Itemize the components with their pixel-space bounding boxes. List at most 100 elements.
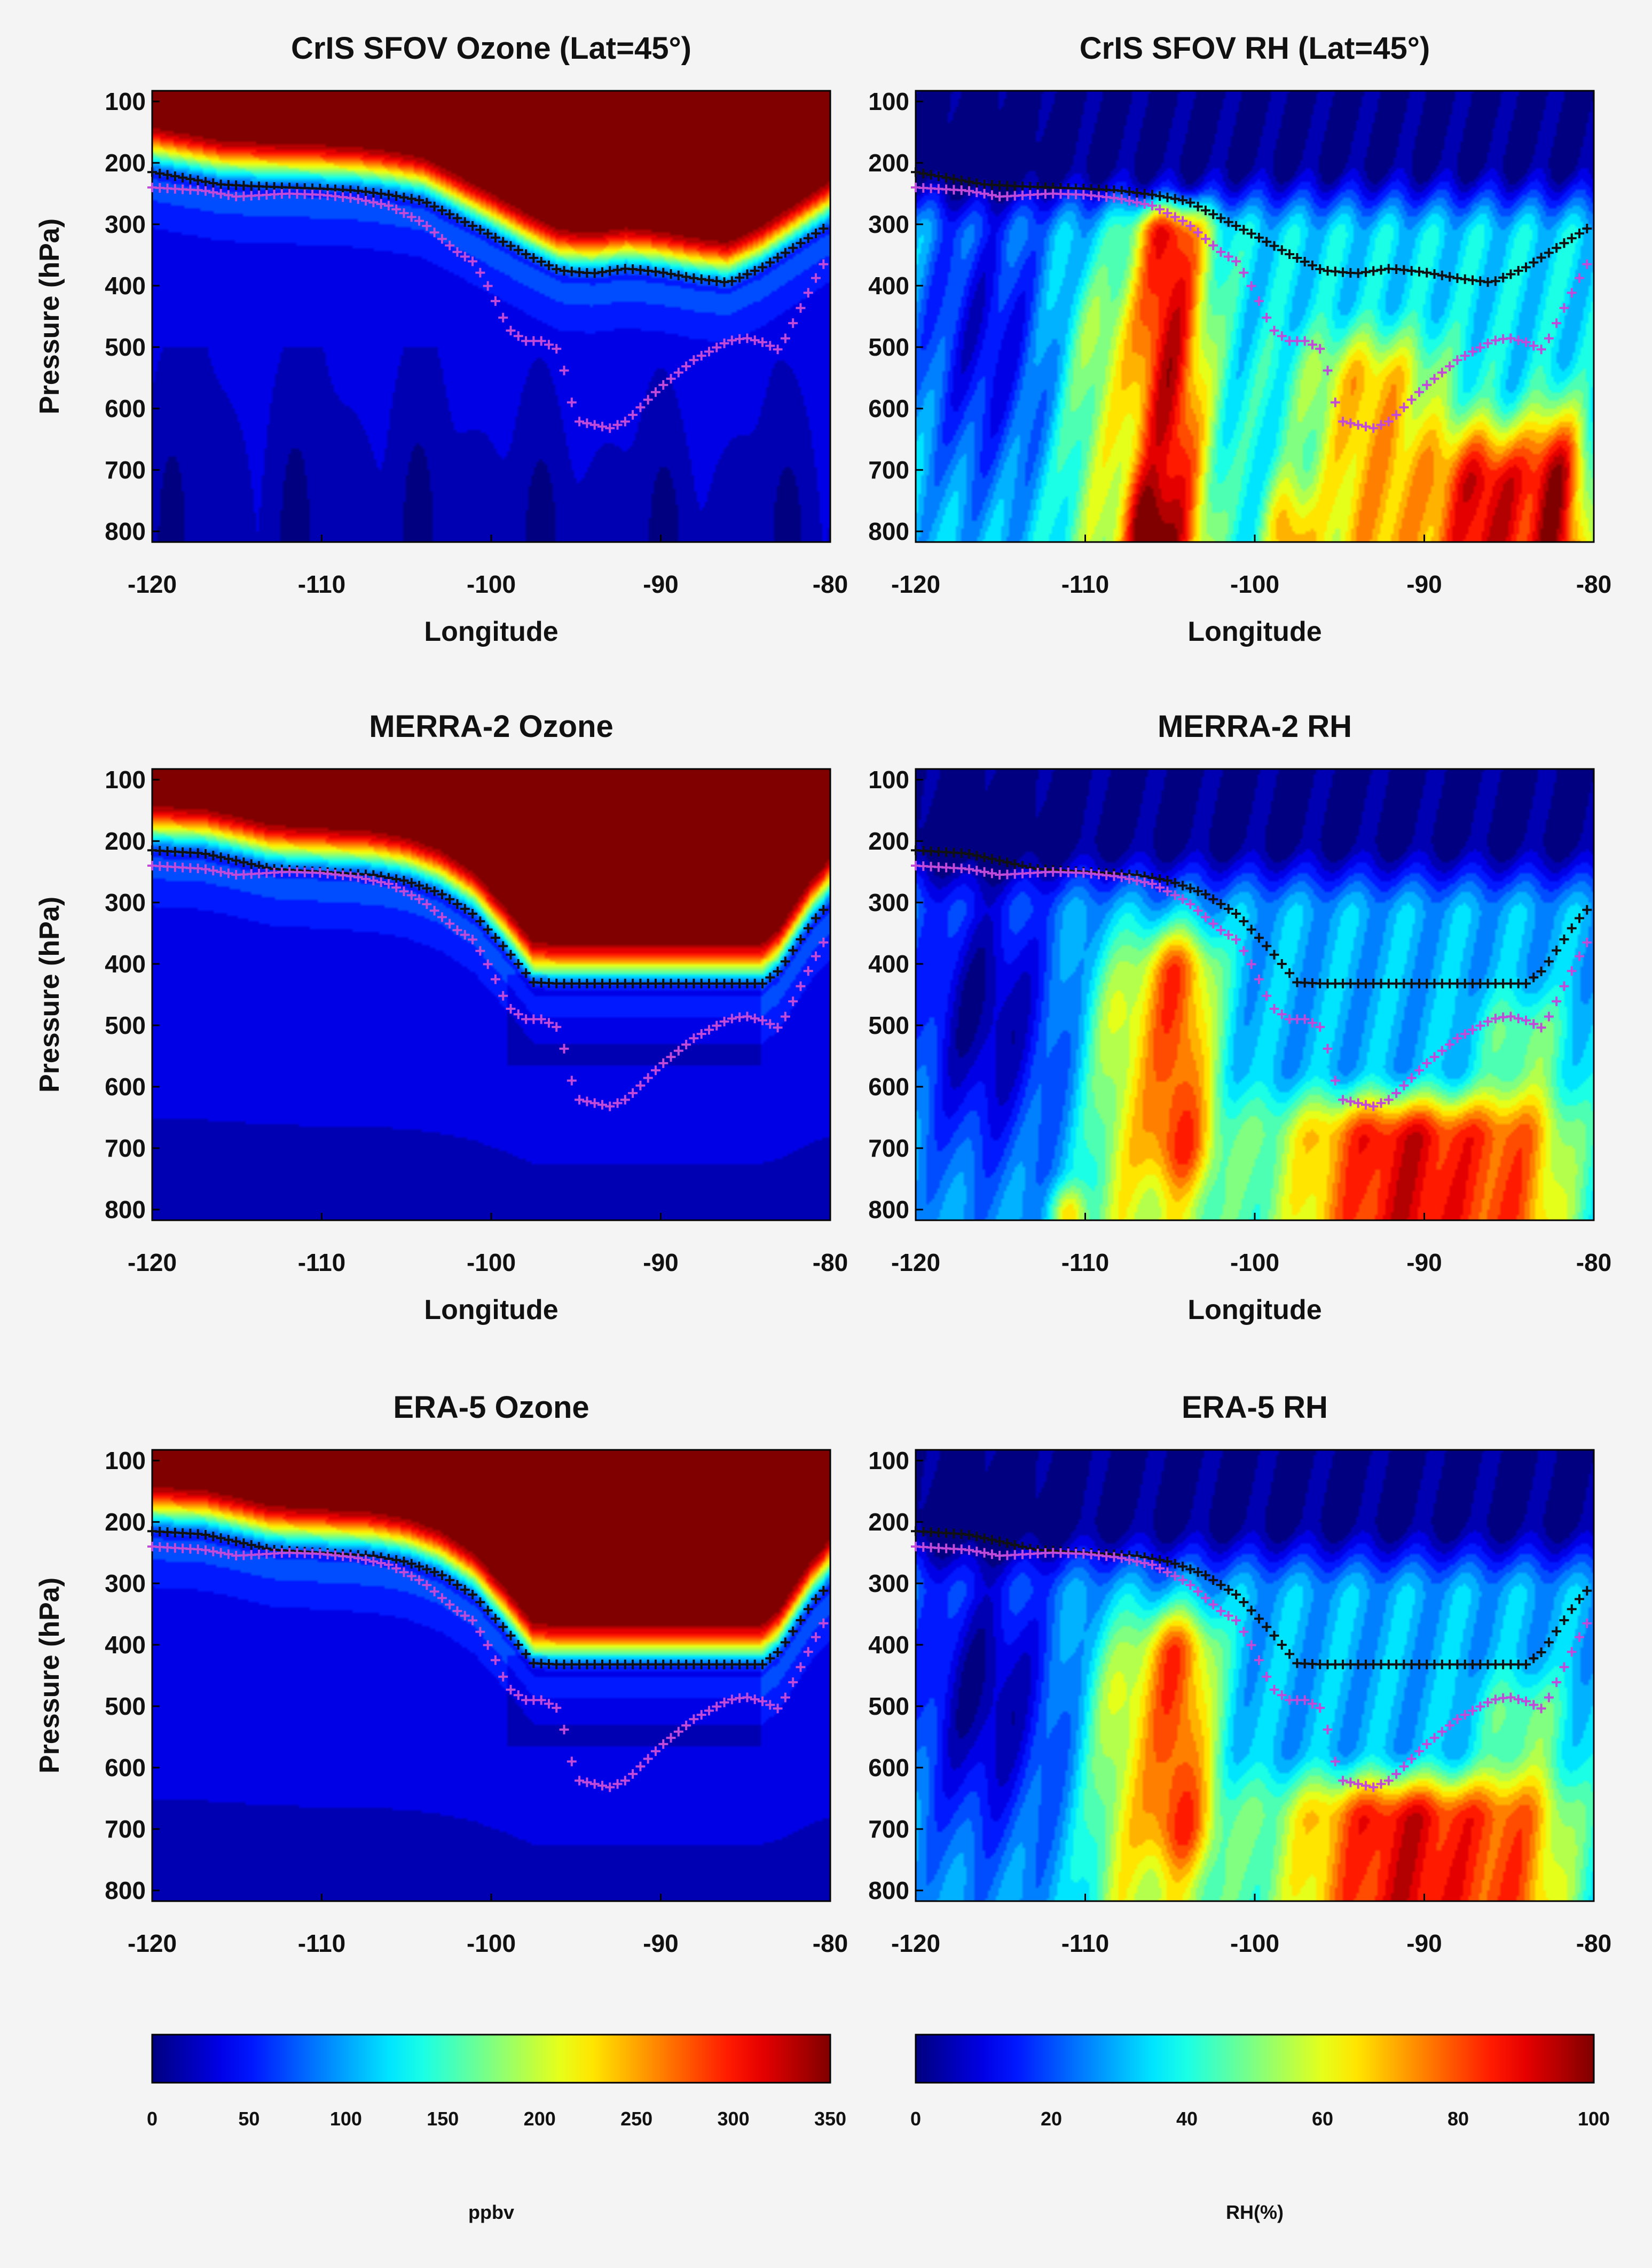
black-plus-series-marker xyxy=(1162,875,1173,885)
black-plus-series-marker xyxy=(605,266,615,276)
magenta-plus-series xyxy=(147,861,829,1111)
black-plus-series-marker xyxy=(972,1532,982,1542)
magenta-plus-series-marker xyxy=(567,1076,577,1086)
magenta-plus-series-marker xyxy=(353,1553,363,1563)
magenta-plus-series-marker xyxy=(788,996,798,1007)
black-plus-series-marker xyxy=(1575,913,1585,923)
colorbar-unit-label: ppbv xyxy=(468,2201,514,2223)
magenta-plus-series-marker xyxy=(498,312,508,323)
magenta-plus-series-marker xyxy=(559,1043,569,1054)
magenta-plus-series-marker xyxy=(819,259,829,269)
black-plus-series-marker xyxy=(1307,260,1317,270)
magenta-plus-series-marker xyxy=(1582,937,1592,947)
magenta-plus-series-marker xyxy=(803,1647,813,1657)
magenta-plus-series-marker xyxy=(972,187,982,198)
magenta-plus-series-marker xyxy=(666,1733,676,1743)
black-plus-series-marker xyxy=(1575,229,1585,239)
black-plus-series-marker xyxy=(399,875,409,885)
black-plus-series-marker xyxy=(1544,956,1554,967)
black-plus-series-marker xyxy=(155,168,165,178)
black-plus-series-marker xyxy=(1582,1586,1592,1596)
black-plus-series-marker xyxy=(170,171,180,182)
magenta-plus-series-marker xyxy=(376,1558,386,1568)
black-plus-series-marker xyxy=(1155,191,1165,201)
magenta-plus-series-marker xyxy=(1429,1733,1439,1743)
colorbar-tick-label: 200 xyxy=(524,2108,556,2130)
x-tick-label: -90 xyxy=(1406,1249,1442,1276)
magenta-plus-series-marker xyxy=(1277,1009,1287,1019)
magenta-plus-series-marker xyxy=(1399,1080,1409,1090)
black-plus-series-marker xyxy=(1193,201,1203,211)
x-tick-label: -100 xyxy=(467,570,516,598)
magenta-plus-series-marker xyxy=(712,342,722,352)
x-tick-label: -100 xyxy=(467,1929,516,1957)
black-plus-series-marker xyxy=(758,262,767,272)
magenta-plus-series-marker xyxy=(552,344,562,354)
magenta-plus-series-marker xyxy=(1315,1022,1325,1032)
magenta-plus-series-marker xyxy=(1277,331,1287,341)
y-tick-label: 500 xyxy=(868,1692,909,1720)
black-plus-series-marker xyxy=(201,177,211,187)
x-axis-label: Longitude xyxy=(424,616,558,647)
magenta-plus-series-marker xyxy=(1132,1556,1142,1566)
magenta-plus-series-marker xyxy=(1575,273,1585,283)
magenta-plus-series-marker xyxy=(1506,333,1516,343)
black-plus-series-marker xyxy=(208,1532,218,1542)
magenta-plus-series-marker xyxy=(1368,1782,1379,1792)
magenta-plus-series-marker xyxy=(1490,335,1500,346)
y-tick-label: 600 xyxy=(105,395,146,422)
panel-title: MERRA-2 RH xyxy=(1158,709,1352,744)
magenta-plus-series-marker xyxy=(1124,195,1135,206)
magenta-plus-series-marker xyxy=(399,208,409,218)
magenta-plus-series-marker xyxy=(506,1684,516,1694)
heatmap-image-cris-rh xyxy=(916,91,1594,542)
y-tick-label: 400 xyxy=(868,1631,909,1659)
magenta-plus-series-marker xyxy=(460,252,470,262)
magenta-plus-series-marker xyxy=(452,925,462,935)
magenta-plus-series-marker xyxy=(620,1776,630,1786)
black-plus-series-marker xyxy=(1254,233,1264,243)
magenta-plus-series-marker xyxy=(1323,365,1333,375)
magenta-plus-series-marker xyxy=(635,1080,646,1090)
black-plus-series-marker xyxy=(1300,256,1310,266)
black-plus-series-marker xyxy=(1445,272,1455,282)
magenta-plus-series-marker xyxy=(1346,1096,1356,1106)
magenta-plus-series-marker xyxy=(208,866,218,876)
colorbar-tick-label: 300 xyxy=(718,2108,750,2130)
magenta-plus-series xyxy=(147,1542,829,1792)
black-plus-series-marker xyxy=(911,167,921,177)
black-plus-series-marker xyxy=(673,270,683,280)
black-plus-series-marker xyxy=(1193,886,1203,896)
magenta-plus-series-marker xyxy=(1575,1632,1585,1642)
black-plus-series-marker xyxy=(1269,1630,1279,1641)
black-plus-series-marker xyxy=(803,1604,813,1614)
magenta-plus-series-marker xyxy=(1109,1552,1119,1562)
magenta-plus-series-marker xyxy=(1208,919,1218,929)
colorbar-gradient xyxy=(151,2034,831,2084)
magenta-plus-series-marker xyxy=(1567,288,1577,298)
magenta-plus-series-marker xyxy=(437,1593,447,1603)
black-plus-series-marker xyxy=(1582,224,1592,234)
magenta-plus-series-marker xyxy=(452,1606,462,1616)
magenta-plus-series-marker xyxy=(796,303,806,313)
black-plus-series-marker xyxy=(208,178,218,188)
magenta-plus-series-marker xyxy=(475,268,485,278)
black-plus-series-marker xyxy=(521,1649,531,1659)
magenta-plus-series-marker xyxy=(575,1095,585,1105)
panel-merra-ozone: MERRA-2 Ozone 100 200 300 400 500 600 700 800 -12… xyxy=(34,709,848,1325)
magenta-plus-series-marker xyxy=(567,397,577,407)
magenta-plus-series-marker xyxy=(1582,1618,1592,1628)
black-plus-series-marker xyxy=(475,225,485,235)
black-plus-series-marker xyxy=(1178,881,1188,891)
magenta-plus-series-marker xyxy=(1368,1101,1379,1111)
black-plus-series-marker xyxy=(437,206,447,216)
black-plus-series-marker xyxy=(223,1535,233,1545)
x-tick-label: -120 xyxy=(891,570,940,598)
black-plus-series-marker xyxy=(1231,908,1241,919)
magenta-plus-series-marker xyxy=(1483,1697,1493,1707)
magenta-plus-series-marker xyxy=(1246,281,1256,291)
magenta-plus-series-marker xyxy=(452,247,462,257)
y-tick-label: 100 xyxy=(868,1447,909,1474)
magenta-plus-series-marker xyxy=(979,867,989,877)
magenta-plus-series-marker xyxy=(1552,996,1562,1007)
